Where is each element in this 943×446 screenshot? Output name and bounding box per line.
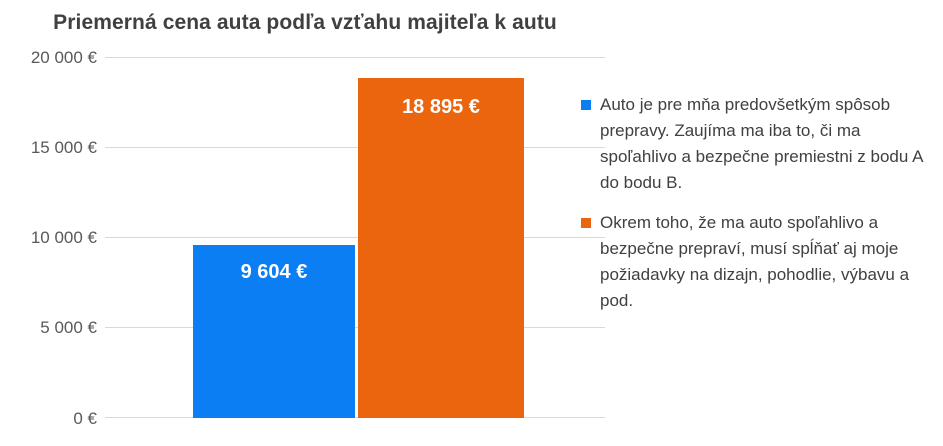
y-axis-tick-5000: 5 000 €	[40, 318, 97, 337]
legend-swatch-icon-series-1	[581, 100, 591, 110]
legend-label-series-2: Okrem toho, že ma auto spoľahlivo a bezp…	[600, 213, 910, 310]
chart-title: Priemerná cena auta podľa vzťahu majiteľ…	[53, 11, 557, 34]
y-axis: 20 000 € 15 000 € 10 000 € 5 000 € 0 €	[0, 49, 97, 427]
bar-series-2[interactable]: 18 895 €	[358, 77, 524, 418]
y-axis-tick-15000: 15 000 €	[30, 138, 97, 157]
bar-series-1[interactable]: 9 604 €	[193, 245, 355, 418]
chart-legend: Auto je pre mňa predovšetkým spôsob prep…	[578, 92, 938, 328]
y-axis-tick-0: 0 €	[73, 409, 97, 428]
legend-item-series-2[interactable]: Okrem toho, že ma auto spoľahlivo a bezp…	[578, 210, 938, 314]
plot-area: 9 604 € 18 895 €	[105, 57, 605, 418]
x-axis-baseline	[105, 417, 605, 418]
gridline-10000	[105, 237, 605, 238]
gridline-5000	[105, 327, 605, 328]
gridline-20000	[105, 57, 605, 58]
legend-label-series-1: Auto je pre mňa predovšetkým spôsob prep…	[600, 95, 923, 192]
legend-swatch-icon-series-2	[581, 218, 591, 228]
y-axis-tick-10000: 10 000 €	[30, 228, 97, 247]
gridline-15000	[105, 147, 605, 148]
bar-value-label-series-2: 18 895 €	[402, 95, 480, 118]
legend-item-series-1[interactable]: Auto je pre mňa predovšetkým spôsob prep…	[578, 92, 938, 196]
bar-value-label-series-1: 9 604 €	[240, 261, 308, 284]
y-axis-tick-20000: 20 000 €	[30, 48, 97, 67]
